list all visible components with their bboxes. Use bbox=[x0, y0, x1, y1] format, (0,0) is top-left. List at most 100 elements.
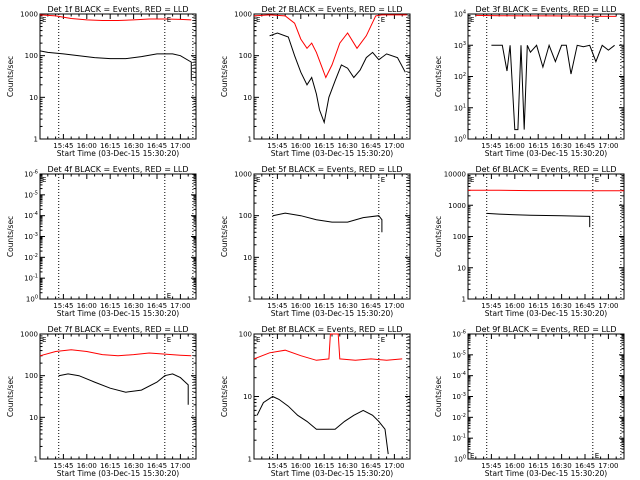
plot-frame bbox=[467, 333, 625, 460]
events-series-line bbox=[256, 395, 389, 455]
panel-6: Det 6f BLACK = Events, RED = LLD 1 10 100 10… bbox=[434, 165, 625, 318]
panel-3: Det 3f BLACK = Events, RED = LLD 100 101 10… bbox=[434, 5, 625, 158]
x-tick-label: 16:30 bbox=[338, 302, 358, 310]
events-series-line bbox=[272, 212, 383, 233]
y-tick-label: 10-6 bbox=[24, 170, 38, 179]
y-tick-label: 10 bbox=[243, 393, 252, 401]
event-marker: E bbox=[42, 176, 46, 184]
y-tick-label: 10-2 bbox=[24, 253, 38, 262]
plot-frame bbox=[467, 13, 625, 140]
y-tick-label: 100 bbox=[239, 212, 252, 220]
y-axis-label: Counts/sec bbox=[6, 216, 15, 257]
x-tick-label: 16:45 bbox=[575, 302, 595, 310]
y-axis-label: Counts/sec bbox=[220, 216, 229, 257]
x-tick-label: 16:00 bbox=[291, 302, 311, 310]
x-axis-label: Start Time (03-Dec-15 15:30:20) bbox=[485, 309, 607, 318]
event-marker: E bbox=[256, 176, 260, 184]
x-tick-label: 16:45 bbox=[361, 142, 381, 150]
events-series-line bbox=[486, 212, 591, 228]
event-marker: E bbox=[42, 16, 46, 24]
panel-title: Det 2f BLACK = Events, RED = LLD bbox=[261, 5, 402, 14]
y-tick-label: 1 bbox=[248, 136, 252, 144]
x-tick-label: 16:30 bbox=[124, 462, 144, 470]
x-tick-label: 16:15 bbox=[314, 462, 334, 470]
y-tick-label: 1000 bbox=[448, 202, 466, 210]
lld-series-line bbox=[468, 189, 624, 192]
x-tick-label: 16:00 bbox=[77, 462, 97, 470]
panel-8: Det 8f BLACK = Events, RED = LLD 1 10 100 15… bbox=[220, 325, 411, 478]
event-marker: E bbox=[470, 16, 474, 24]
x-tick-label: 16:30 bbox=[552, 142, 572, 150]
x-tick-label: 16:30 bbox=[338, 142, 358, 150]
x-tick-label: 16:00 bbox=[77, 302, 97, 310]
event-marker: E bbox=[256, 336, 260, 344]
panel-title: Det 9f BLACK = Events, RED = LLD bbox=[475, 325, 616, 334]
event-marker: E bbox=[256, 16, 260, 24]
y-tick-label: 10-1 bbox=[452, 434, 466, 443]
plot-frame bbox=[39, 333, 197, 460]
y-tick-label: 10 bbox=[457, 264, 466, 272]
y-tick-label: 100 bbox=[239, 331, 252, 339]
panel-1: Det 1f BLACK = Events, RED = LLD 1 10 100 10… bbox=[6, 5, 197, 158]
event-marker: E bbox=[470, 176, 474, 184]
event-marker: E bbox=[595, 452, 599, 460]
event-marker: E bbox=[595, 176, 599, 184]
panel-9: Det 9f BLACK = Events, RED = LLD 100 10-1 1… bbox=[434, 325, 625, 478]
y-axis-label: Counts/sec bbox=[6, 56, 15, 97]
panel-4: Det 4f BLACK = Events, RED = LLD 100 10-1 1… bbox=[6, 165, 197, 318]
x-axis-label: Start Time (03-Dec-15 15:30:20) bbox=[485, 149, 607, 158]
y-tick-label: 10000 bbox=[444, 171, 466, 179]
event-marker: E bbox=[167, 336, 171, 344]
lld-series-line bbox=[475, 14, 617, 17]
y-axis-label: Counts/sec bbox=[220, 56, 229, 97]
y-tick-label: 100 bbox=[239, 52, 252, 60]
y-tick-label: 100 bbox=[26, 295, 38, 304]
x-axis-label: Start Time (03-Dec-15 15:30:20) bbox=[57, 309, 179, 318]
x-tick-label: 17:00 bbox=[384, 302, 404, 310]
y-tick-label: 1000 bbox=[20, 11, 38, 19]
panel-2: Det 2f BLACK = Events, RED = LLD 1 10 100 10… bbox=[220, 5, 411, 158]
x-tick-label: 16:00 bbox=[505, 302, 525, 310]
y-tick-label: 10 bbox=[243, 254, 252, 262]
x-tick-label: 16:45 bbox=[575, 462, 595, 470]
y-tick-label: 1 bbox=[34, 456, 38, 464]
y-tick-label: 10 bbox=[29, 94, 38, 102]
y-tick-label: 1 bbox=[34, 136, 38, 144]
lld-series-line bbox=[253, 333, 403, 361]
panel-title: Det 5f BLACK = Events, RED = LLD bbox=[261, 165, 402, 174]
y-tick-label: 1 bbox=[462, 296, 466, 304]
lld-series-line bbox=[253, 14, 407, 79]
x-tick-label: 17:00 bbox=[170, 142, 190, 150]
panel-5: Det 5f BLACK = Events, RED = LLD 1 10 100 10… bbox=[220, 165, 411, 318]
y-tick-label: 10-4 bbox=[24, 211, 38, 220]
x-tick-label: 16:15 bbox=[528, 302, 548, 310]
x-tick-label: 16:30 bbox=[124, 142, 144, 150]
y-axis-label: Counts/sec bbox=[434, 376, 443, 417]
x-tick-label: 16:15 bbox=[100, 302, 120, 310]
plot-frame bbox=[253, 173, 411, 300]
y-tick-label: 10-1 bbox=[24, 274, 38, 283]
x-tick-label: 15:45 bbox=[481, 302, 501, 310]
x-tick-label: 17:00 bbox=[384, 462, 404, 470]
x-tick-label: 16:15 bbox=[314, 142, 334, 150]
x-tick-label: 16:30 bbox=[552, 462, 572, 470]
event-marker: E bbox=[167, 292, 171, 300]
events-series-line bbox=[58, 373, 189, 405]
y-tick-label: 104 bbox=[454, 10, 466, 19]
panel-title: Det 3f BLACK = Events, RED = LLD bbox=[475, 5, 616, 14]
panel-title: Det 4f BLACK = Events, RED = LLD bbox=[47, 165, 188, 174]
event-marker: E bbox=[470, 452, 474, 460]
plot-frame bbox=[467, 173, 625, 300]
y-axis-label: Counts/sec bbox=[434, 56, 443, 97]
x-axis-label: Start Time (03-Dec-15 15:30:20) bbox=[57, 149, 179, 158]
events-series-line bbox=[491, 43, 615, 131]
x-tick-label: 15:45 bbox=[267, 302, 287, 310]
y-tick-label: 100 bbox=[454, 135, 466, 144]
x-axis-label: Start Time (03-Dec-15 15:30:20) bbox=[485, 469, 607, 478]
y-tick-label: 102 bbox=[454, 72, 466, 81]
x-tick-label: 16:15 bbox=[100, 142, 120, 150]
x-tick-label: 15:45 bbox=[53, 302, 73, 310]
x-tick-label: 17:00 bbox=[598, 462, 618, 470]
y-tick-label: 10-5 bbox=[24, 190, 38, 199]
y-tick-label: 10-2 bbox=[452, 413, 466, 422]
